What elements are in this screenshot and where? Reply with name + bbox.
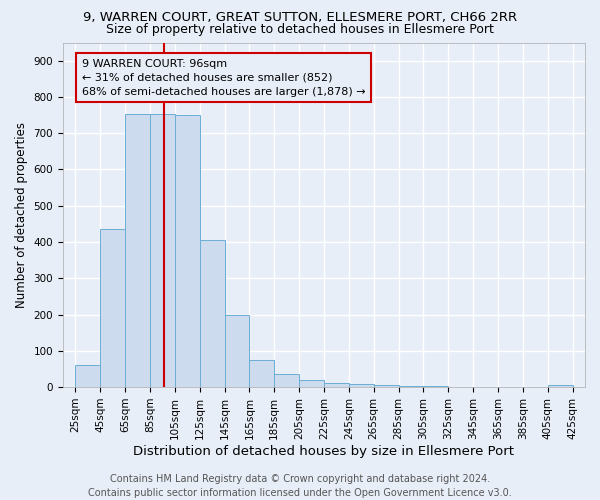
Bar: [398, 386, 424, 387]
Text: Size of property relative to detached houses in Ellesmere Port: Size of property relative to detached ho…: [106, 22, 494, 36]
Bar: [548, 386, 572, 387]
Y-axis label: Number of detached properties: Number of detached properties: [15, 122, 28, 308]
Bar: [274, 374, 299, 387]
Text: 9, WARREN COURT, GREAT SUTTON, ELLESMERE PORT, CH66 2RR: 9, WARREN COURT, GREAT SUTTON, ELLESMERE…: [83, 11, 517, 24]
Bar: [349, 384, 374, 387]
Bar: [250, 360, 274, 387]
Bar: [424, 386, 448, 387]
Bar: [100, 230, 125, 387]
Bar: [175, 115, 200, 387]
Bar: [150, 114, 175, 387]
Bar: [200, 240, 224, 387]
Text: 9 WARREN COURT: 96sqm
← 31% of detached houses are smaller (852)
68% of semi-det: 9 WARREN COURT: 96sqm ← 31% of detached …: [82, 59, 365, 97]
Bar: [299, 380, 324, 387]
Bar: [374, 386, 398, 387]
X-axis label: Distribution of detached houses by size in Ellesmere Port: Distribution of detached houses by size …: [133, 444, 514, 458]
Bar: [76, 366, 100, 387]
Bar: [125, 114, 150, 387]
Text: Contains HM Land Registry data © Crown copyright and database right 2024.
Contai: Contains HM Land Registry data © Crown c…: [88, 474, 512, 498]
Bar: [324, 382, 349, 387]
Bar: [224, 316, 250, 387]
